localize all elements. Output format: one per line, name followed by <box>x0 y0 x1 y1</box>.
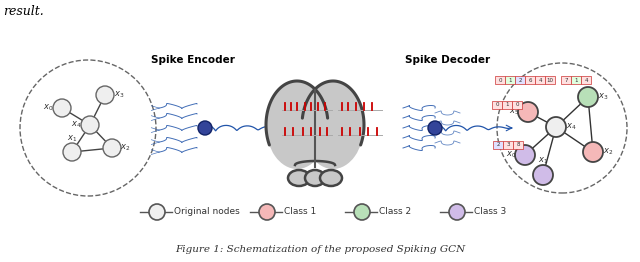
Text: 3: 3 <box>506 143 509 148</box>
Circle shape <box>259 204 275 220</box>
Text: $x_0$: $x_0$ <box>43 103 53 113</box>
Text: 2: 2 <box>496 143 500 148</box>
Circle shape <box>63 143 81 161</box>
Text: $x_4$: $x_4$ <box>566 122 576 132</box>
Text: $x_3$: $x_3$ <box>114 90 124 100</box>
FancyBboxPatch shape <box>515 76 525 84</box>
FancyBboxPatch shape <box>525 76 535 84</box>
FancyBboxPatch shape <box>492 101 502 109</box>
FancyBboxPatch shape <box>513 141 523 149</box>
Text: 8: 8 <box>516 143 520 148</box>
Text: 0: 0 <box>515 102 519 107</box>
Text: Original nodes: Original nodes <box>174 208 240 216</box>
Circle shape <box>103 139 121 157</box>
Text: $x_4$: $x_4$ <box>70 120 81 130</box>
Text: 1: 1 <box>508 78 512 83</box>
Text: 6: 6 <box>528 78 532 83</box>
Text: 2: 2 <box>518 78 522 83</box>
Circle shape <box>546 117 566 137</box>
FancyBboxPatch shape <box>493 141 503 149</box>
Ellipse shape <box>266 81 328 169</box>
Circle shape <box>583 142 603 162</box>
Ellipse shape <box>288 170 310 186</box>
Text: result.: result. <box>3 5 44 18</box>
FancyBboxPatch shape <box>581 76 591 84</box>
Text: Class 1: Class 1 <box>284 208 316 216</box>
FancyBboxPatch shape <box>571 76 581 84</box>
Text: Spike Decoder: Spike Decoder <box>405 55 491 65</box>
Circle shape <box>578 87 598 107</box>
Text: Spike Encoder: Spike Encoder <box>151 55 235 65</box>
Text: $x_1$: $x_1$ <box>538 156 548 166</box>
Text: $x_5$: $x_5$ <box>509 107 519 117</box>
Circle shape <box>96 86 114 104</box>
FancyBboxPatch shape <box>561 76 571 84</box>
FancyBboxPatch shape <box>512 101 522 109</box>
Ellipse shape <box>302 81 364 169</box>
Text: Class 2: Class 2 <box>379 208 411 216</box>
Text: 0: 0 <box>499 78 502 83</box>
FancyBboxPatch shape <box>495 76 505 84</box>
Text: 7: 7 <box>564 78 568 83</box>
Circle shape <box>515 145 535 165</box>
Circle shape <box>198 121 212 135</box>
Text: 4: 4 <box>584 78 588 83</box>
Text: 0: 0 <box>495 102 499 107</box>
Circle shape <box>149 204 165 220</box>
FancyBboxPatch shape <box>503 141 513 149</box>
Circle shape <box>449 204 465 220</box>
Text: $x_2$: $x_2$ <box>120 143 130 153</box>
Text: 10: 10 <box>547 78 554 83</box>
Circle shape <box>53 99 71 117</box>
FancyBboxPatch shape <box>535 76 545 84</box>
Ellipse shape <box>320 170 342 186</box>
FancyBboxPatch shape <box>505 76 515 84</box>
Text: Figure 1: Schematization of the proposed Spiking GCN: Figure 1: Schematization of the proposed… <box>175 245 465 254</box>
Text: $x_1$: $x_1$ <box>67 134 77 144</box>
Text: $x_2$: $x_2$ <box>603 147 613 157</box>
Circle shape <box>81 116 99 134</box>
Text: 4: 4 <box>538 78 541 83</box>
Circle shape <box>428 121 442 135</box>
Circle shape <box>518 102 538 122</box>
Circle shape <box>354 204 370 220</box>
Text: $x_0$: $x_0$ <box>506 150 516 160</box>
Circle shape <box>533 165 553 185</box>
Ellipse shape <box>305 170 325 186</box>
Text: Class 3: Class 3 <box>474 208 506 216</box>
FancyBboxPatch shape <box>502 101 512 109</box>
FancyBboxPatch shape <box>545 76 555 84</box>
Text: 1: 1 <box>505 102 509 107</box>
Text: 1: 1 <box>574 78 578 83</box>
Text: $x_3$: $x_3$ <box>598 92 608 102</box>
